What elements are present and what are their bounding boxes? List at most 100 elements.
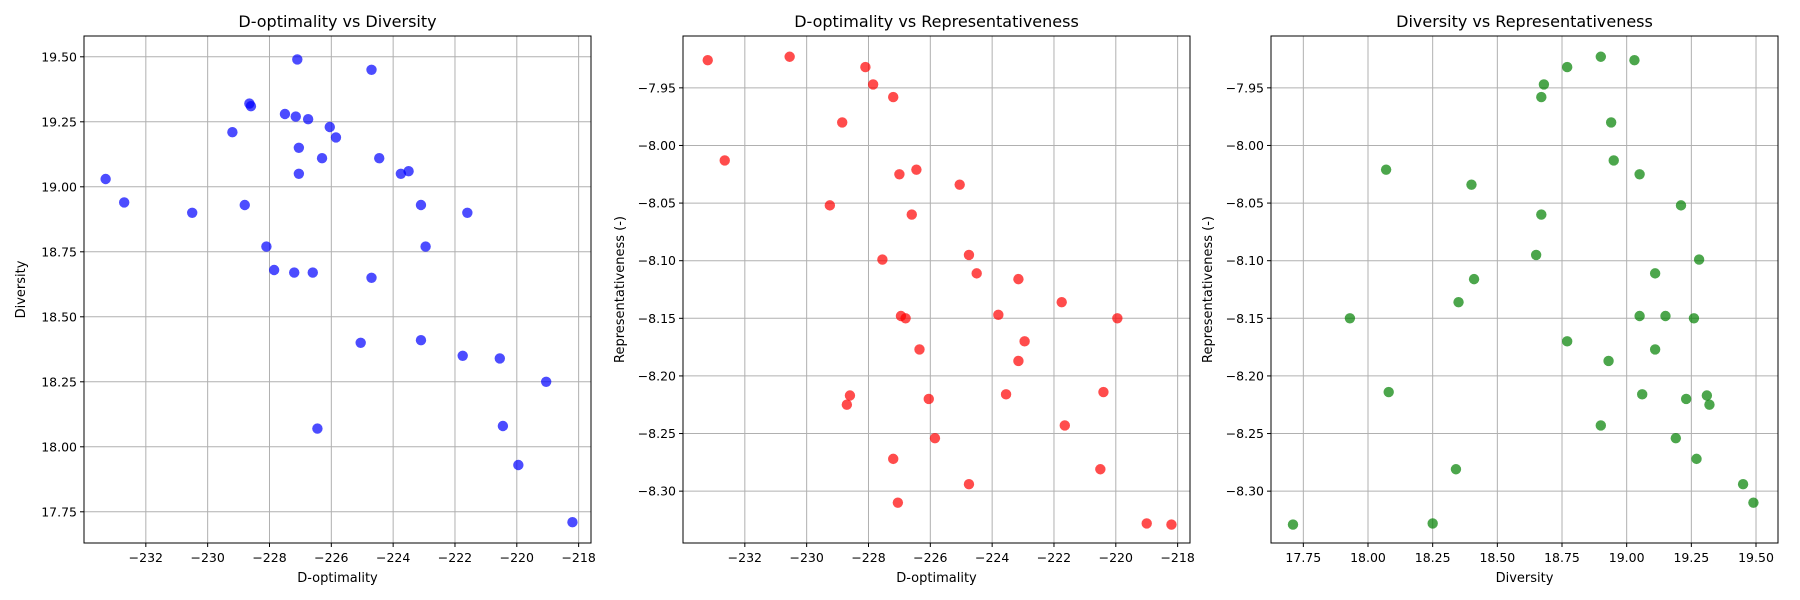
data-point — [307, 267, 318, 278]
data-point — [1704, 399, 1715, 410]
chart-title: D-optimality vs Representativeness — [794, 12, 1079, 31]
x-tick-label: 19.00 — [1609, 550, 1645, 565]
data-point — [302, 114, 314, 125]
data-point — [279, 108, 291, 120]
y-tick-label: −8.20 — [638, 368, 676, 383]
data-point — [227, 127, 238, 138]
y-tick-label: 19.00 — [41, 179, 77, 194]
data-point — [1468, 273, 1480, 285]
data-point — [1608, 155, 1619, 166]
data-point — [1453, 296, 1464, 308]
data-point — [1166, 519, 1177, 530]
data-point — [1383, 386, 1394, 398]
data-point — [702, 54, 713, 66]
data-point — [374, 153, 385, 164]
data-point — [1013, 355, 1024, 367]
data-point — [292, 54, 303, 65]
data-point — [1561, 61, 1573, 73]
x-tick-label: 17.75 — [1285, 550, 1321, 565]
x-tick-label: 18.25 — [1415, 550, 1451, 565]
data-point — [415, 335, 427, 346]
data-point — [1634, 169, 1645, 180]
y-tick-label: 18.75 — [41, 244, 77, 259]
data-point — [1649, 268, 1661, 279]
data-point — [1530, 249, 1542, 261]
x-tick-label: −218 — [1160, 550, 1194, 565]
data-point — [841, 399, 853, 410]
data-point — [860, 61, 871, 73]
data-point — [1701, 390, 1713, 401]
y-tick-label: 18.00 — [41, 439, 77, 454]
data-point — [954, 179, 965, 190]
data-point — [1380, 164, 1392, 175]
y-axis-label: Diversity — [14, 260, 29, 318]
data-point — [289, 267, 300, 278]
data-point — [914, 344, 925, 355]
x-tick-label: −230 — [190, 550, 224, 565]
data-point — [497, 420, 509, 432]
data-point — [900, 313, 911, 324]
chart-panel-2: −232 −230 −228 −226 −224 −222 −220 −218 −8.30 −8.… — [613, 12, 1195, 586]
data-point — [330, 132, 342, 143]
x-tick-label: −228 — [851, 550, 885, 565]
chart-panel-3: 17.75 18.00 18.25 18.50 18.75 19.00 19.25 19.50… — [1201, 12, 1779, 586]
data-point — [1691, 453, 1702, 465]
y-tick-label: 19.25 — [41, 114, 77, 129]
y-tick-label: −8.30 — [1226, 484, 1264, 499]
data-point — [894, 169, 905, 180]
plot-frame — [682, 35, 1191, 544]
data-point — [1636, 389, 1648, 400]
data-point — [923, 393, 934, 405]
data-point — [457, 350, 468, 361]
data-point — [993, 309, 1004, 321]
data-point — [837, 117, 848, 128]
data-point — [403, 166, 414, 177]
y-tick-label: −8.05 — [1226, 196, 1264, 211]
x-tick-label: 19.50 — [1738, 550, 1774, 565]
data-point — [1737, 479, 1749, 490]
data-point — [355, 337, 366, 348]
data-point — [1680, 393, 1692, 405]
y-tick-label: −8.10 — [638, 253, 676, 268]
x-tick-label: −232 — [129, 550, 163, 565]
data-point — [1649, 344, 1661, 355]
y-tick-label: −8.05 — [638, 196, 676, 211]
data-point — [1693, 254, 1705, 265]
data-point — [1466, 179, 1477, 190]
x-tick-label: −224 — [376, 550, 410, 565]
data-point — [963, 479, 975, 490]
data-point — [911, 164, 922, 175]
data-point — [1595, 420, 1607, 431]
y-tick-label: 18.50 — [41, 309, 77, 324]
data-point — [239, 199, 250, 211]
chart-title: Diversity vs Representativeness — [1396, 12, 1653, 31]
y-tick-label: −8.25 — [1226, 426, 1264, 441]
data-point — [906, 209, 917, 220]
x-tick-label: −222 — [438, 550, 472, 565]
data-point — [719, 155, 730, 166]
data-point — [1595, 51, 1607, 62]
y-tick-label: 19.50 — [41, 49, 77, 64]
data-point — [1538, 79, 1550, 90]
data-point — [312, 423, 323, 434]
x-tick-label: −226 — [314, 550, 348, 565]
data-point — [1675, 200, 1687, 211]
y-tick-label: −8.30 — [638, 484, 676, 499]
data-point — [1536, 91, 1547, 103]
data-point — [245, 101, 257, 112]
data-point — [290, 111, 301, 122]
data-point — [366, 272, 377, 283]
x-tick-label: −222 — [1037, 550, 1071, 565]
data-point — [316, 153, 328, 164]
x-tick-label: −224 — [975, 550, 1009, 565]
data-point — [1000, 389, 1012, 400]
data-point — [1748, 497, 1759, 508]
chart-title: D-optimality vs Diversity — [238, 12, 436, 31]
data-point — [1605, 117, 1617, 128]
data-point — [1059, 420, 1070, 431]
data-point — [784, 51, 795, 62]
x-tick-label: −228 — [252, 550, 286, 565]
data-point — [1427, 518, 1438, 529]
data-point — [1634, 310, 1645, 322]
